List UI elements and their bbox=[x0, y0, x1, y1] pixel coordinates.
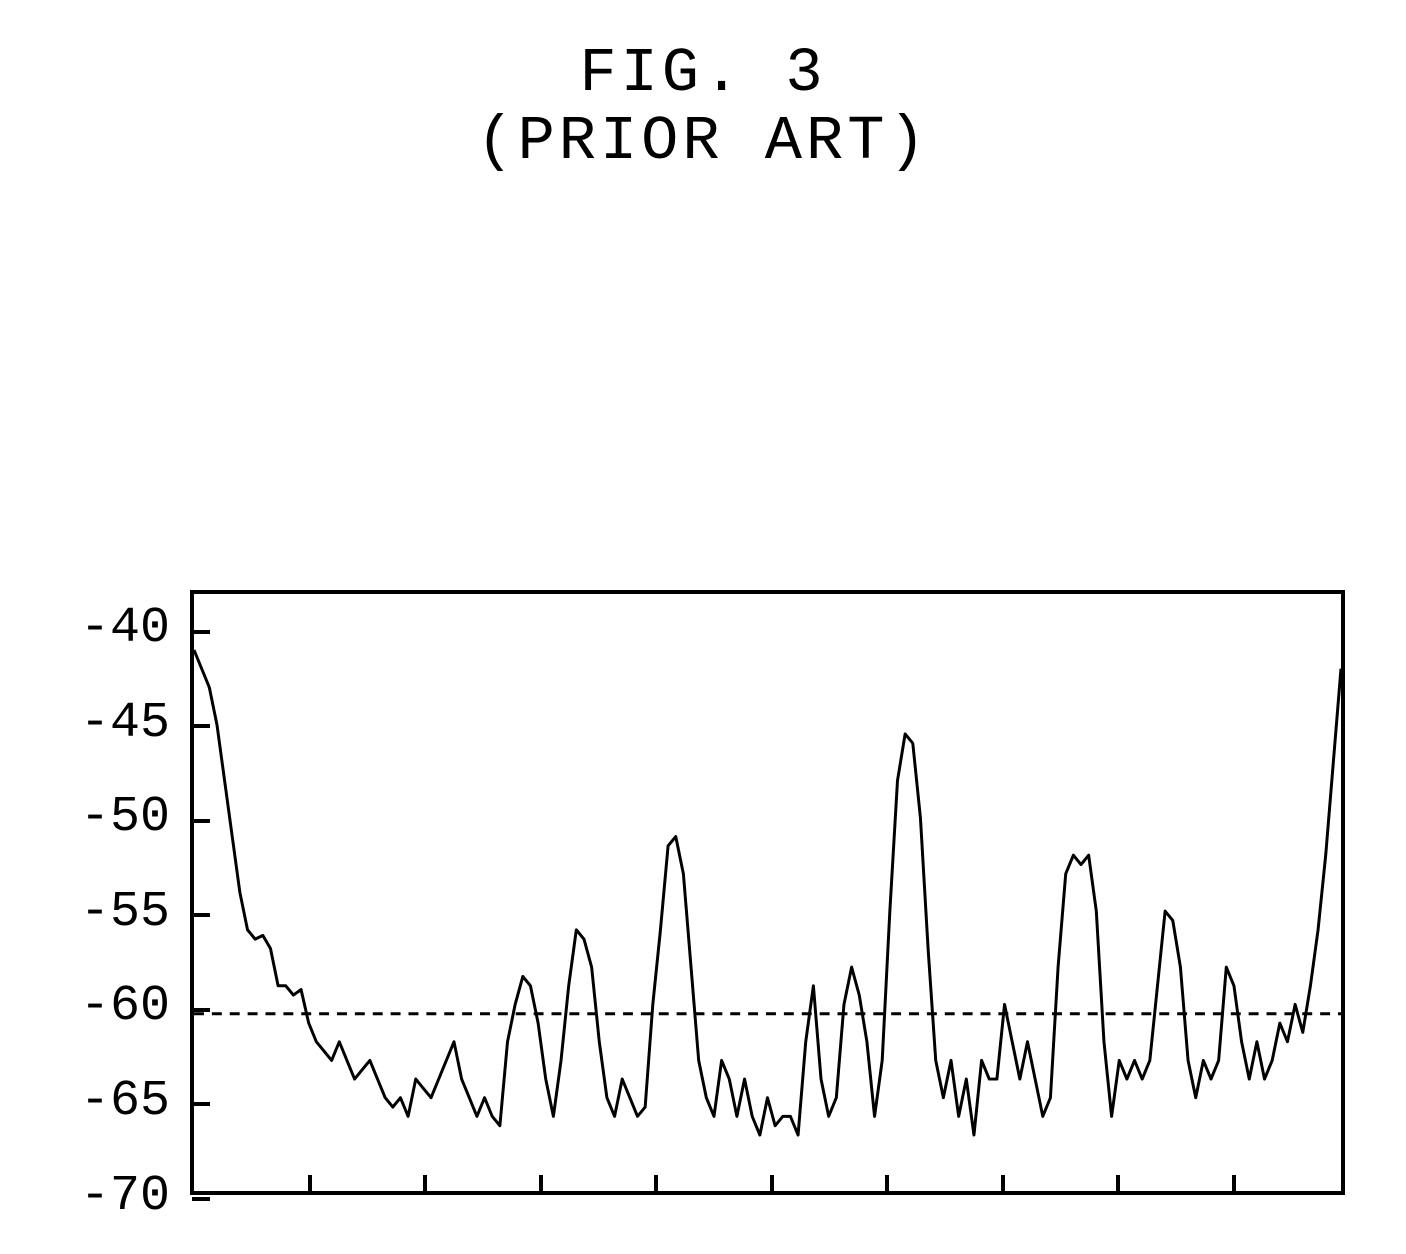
x-tick bbox=[1116, 1175, 1120, 1193]
y-axis-label: -55 bbox=[60, 884, 170, 941]
title-line-2: (PRIOR ART) bbox=[476, 108, 929, 176]
y-tick bbox=[192, 819, 210, 823]
x-tick bbox=[1001, 1175, 1005, 1193]
title-line-1: FIG. 3 bbox=[476, 40, 929, 108]
y-axis-label: -70 bbox=[60, 1168, 170, 1225]
x-tick bbox=[308, 1175, 312, 1193]
x-tick bbox=[770, 1175, 774, 1193]
y-axis-label: -45 bbox=[60, 695, 170, 752]
figure-title: FIG. 3 (PRIOR ART) bbox=[476, 40, 929, 176]
y-axis-label: -65 bbox=[60, 1073, 170, 1130]
y-axis-label: -60 bbox=[60, 978, 170, 1035]
x-tick bbox=[1232, 1175, 1236, 1193]
x-tick bbox=[885, 1175, 889, 1193]
y-axis-label: -40 bbox=[60, 600, 170, 657]
y-tick bbox=[192, 913, 210, 917]
x-tick bbox=[654, 1175, 658, 1193]
y-tick bbox=[192, 1102, 210, 1106]
y-tick bbox=[192, 630, 210, 634]
y-tick bbox=[192, 1008, 210, 1012]
signal-svg bbox=[194, 594, 1341, 1191]
x-tick bbox=[539, 1175, 543, 1193]
plot-area bbox=[190, 590, 1345, 1195]
y-tick bbox=[192, 724, 210, 728]
x-tick bbox=[423, 1175, 427, 1193]
y-tick bbox=[192, 1197, 210, 1201]
signal-line bbox=[194, 650, 1341, 1135]
y-axis-label: -50 bbox=[60, 789, 170, 846]
